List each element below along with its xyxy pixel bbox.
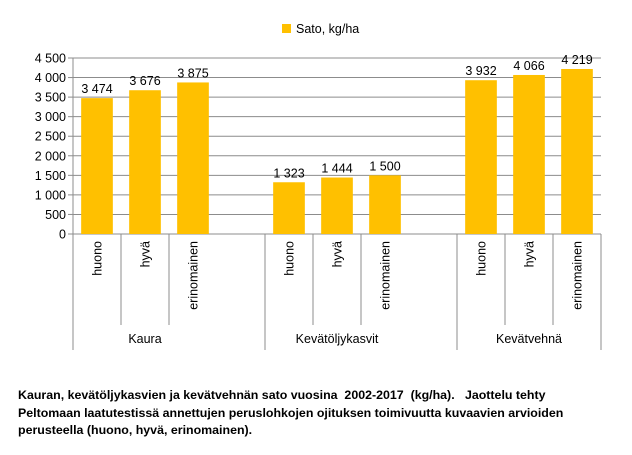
y-tick-label: 500 xyxy=(45,208,66,222)
data-label: 3 474 xyxy=(81,82,112,96)
data-label: 4 066 xyxy=(513,59,544,73)
y-tick-label: 4 000 xyxy=(35,71,66,85)
bar xyxy=(513,74,545,235)
legend-swatch xyxy=(282,24,291,33)
bar xyxy=(81,98,113,235)
group-label: Kevätöljykasvit xyxy=(296,332,379,346)
data-label: 1 444 xyxy=(321,162,352,176)
bar xyxy=(465,80,497,234)
y-tick-label: 0 xyxy=(59,228,66,242)
bar xyxy=(129,90,161,234)
data-label: 1 323 xyxy=(273,166,304,180)
category-label: huono xyxy=(475,241,489,276)
y-tick-label: 3 500 xyxy=(35,91,66,105)
bar xyxy=(321,177,353,234)
y-tick-label: 4 500 xyxy=(35,52,66,66)
data-label: 4 219 xyxy=(561,53,592,67)
bar xyxy=(561,68,593,234)
category-label: hyvä xyxy=(331,241,345,267)
category-label: huono xyxy=(283,241,297,276)
data-label: 3 932 xyxy=(465,64,496,78)
group-label: Kaura xyxy=(128,332,161,346)
legend-label: Sato, kg/ha xyxy=(296,22,359,36)
category-label: hyvä xyxy=(139,241,153,267)
group-label: Kevätvehnä xyxy=(496,332,562,346)
category-label: erinomainen xyxy=(187,241,201,310)
bar xyxy=(369,175,401,234)
y-tick-label: 1 500 xyxy=(35,169,66,183)
category-label: erinomainen xyxy=(571,241,585,310)
category-label: hyvä xyxy=(523,241,537,267)
category-label: erinomainen xyxy=(379,241,393,310)
y-tick-label: 2 000 xyxy=(35,149,66,163)
y-tick-label: 2 500 xyxy=(35,130,66,144)
bar xyxy=(177,82,209,234)
axes: 0 500 1 000 1 500 2 000 2 500 3 000 3 500 4 000 4… xyxy=(35,52,602,350)
bars xyxy=(81,68,593,235)
bar xyxy=(273,182,305,234)
data-label: 3 676 xyxy=(129,74,160,88)
gridlines xyxy=(73,57,601,215)
figure-caption: Kauran, kevätöljykasvien ja kevätvehnän … xyxy=(18,387,618,440)
data-label: 1 500 xyxy=(369,159,400,173)
data-labels: 3 474 3 676 3 875 1 323 1 444 1 500 3 932 4 066… xyxy=(81,53,592,180)
y-tick-label: 3 000 xyxy=(35,110,66,124)
category-label: huono xyxy=(91,241,105,276)
bar-chart: 0 500 1 000 1 500 2 000 2 500 3 000 3 500 4 000 4… xyxy=(35,22,602,350)
caption-line-2: Peltomaan laatutestissä annettujen perus… xyxy=(18,405,564,420)
data-label: 3 875 xyxy=(177,66,208,80)
y-tick-label: 1 000 xyxy=(35,188,66,202)
legend: Sato, kg/ha xyxy=(282,22,359,36)
caption-line-3: perusteella (huono, hyvä, erinomainen). xyxy=(18,423,253,437)
caption-line-1: Kauran, kevätöljykasvien ja kevätvehnän … xyxy=(18,388,546,402)
